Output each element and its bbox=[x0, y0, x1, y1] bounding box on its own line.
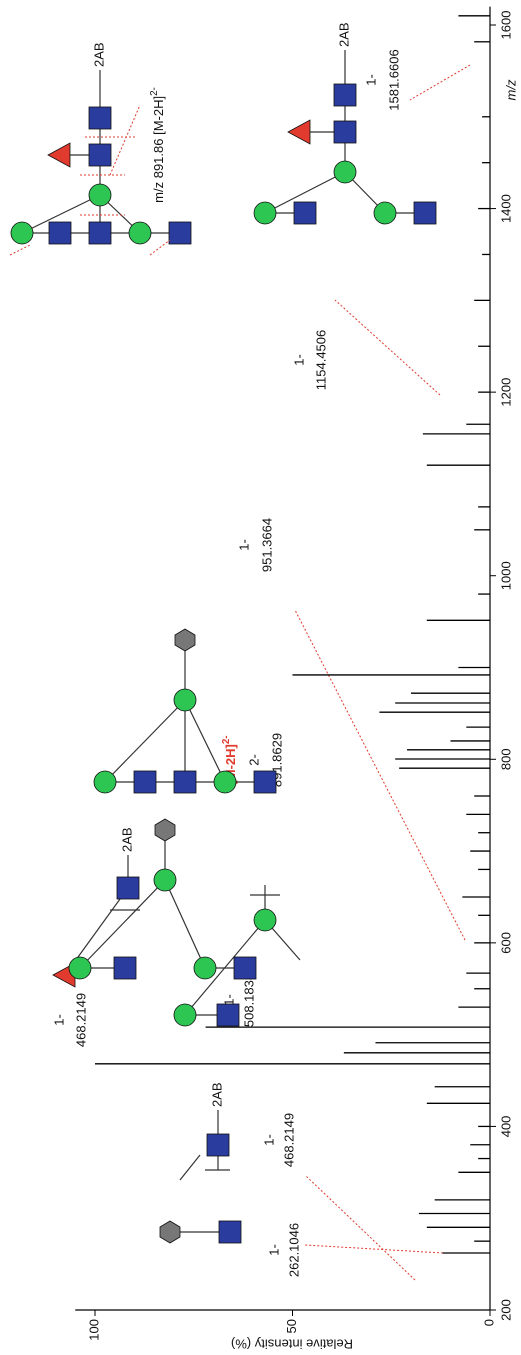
mannose bbox=[213, 770, 237, 794]
mannose bbox=[128, 221, 152, 245]
y-tick-label: 50 bbox=[284, 1319, 299, 1333]
mannose bbox=[88, 183, 112, 207]
precursor-note: m/z 891.86 [M-2H]2- bbox=[149, 87, 167, 203]
bond bbox=[104, 699, 186, 783]
x-tick-label: 1400 bbox=[498, 194, 513, 223]
peak-mz: 262.1046 bbox=[286, 1223, 301, 1277]
mannose bbox=[93, 770, 117, 794]
glcnac bbox=[206, 1133, 230, 1157]
fucose bbox=[47, 142, 71, 168]
mannose bbox=[253, 908, 277, 932]
leader-line bbox=[334, 299, 441, 396]
y-tick-label: 100 bbox=[86, 1319, 101, 1341]
bond bbox=[21, 194, 101, 234]
peak-charge: 1- bbox=[221, 994, 236, 1006]
mannose bbox=[173, 688, 197, 712]
peak-charge: 1- bbox=[236, 539, 251, 551]
reducing-end-label: 2AB bbox=[209, 1082, 224, 1107]
peak-charge: 1- bbox=[291, 354, 306, 366]
glcnac bbox=[253, 770, 277, 794]
glcnac bbox=[116, 876, 140, 900]
reducing-end-label: 2AB bbox=[119, 827, 134, 852]
peak-mz: 468.2149 bbox=[281, 1113, 296, 1167]
glcnac bbox=[333, 120, 357, 144]
leader-line bbox=[304, 1244, 444, 1254]
x-tick-label: 200 bbox=[498, 1299, 513, 1321]
x-tick-label: 600 bbox=[498, 932, 513, 954]
peak-charge: 1- bbox=[363, 74, 378, 86]
glcnac bbox=[133, 770, 157, 794]
glcnac bbox=[88, 143, 112, 167]
reducing-end bbox=[154, 818, 176, 842]
cleavage-mark bbox=[149, 239, 171, 256]
mannose bbox=[68, 956, 92, 980]
bond bbox=[264, 171, 346, 214]
leader-line bbox=[409, 64, 471, 101]
cleavage-mark bbox=[109, 104, 141, 176]
peak-mz: 468.2149 bbox=[73, 993, 88, 1047]
peak-mz: 1154.4506 bbox=[313, 330, 328, 391]
mannose bbox=[173, 1003, 197, 1027]
x-tick-label: 800 bbox=[498, 748, 513, 770]
precursor-note-sup: 2- bbox=[149, 87, 160, 96]
glcnac bbox=[218, 1220, 242, 1244]
cleavage-mark bbox=[9, 244, 31, 256]
leader-line bbox=[304, 1174, 416, 1281]
glcnac bbox=[168, 221, 192, 245]
reducing-end bbox=[174, 628, 196, 652]
peak-mz: 1581.6606 bbox=[386, 49, 401, 110]
glcnac bbox=[48, 221, 72, 245]
mannose bbox=[153, 868, 177, 892]
x-tick-label: 1200 bbox=[498, 378, 513, 407]
peak-mz: 951.3664 bbox=[259, 518, 274, 572]
mannose bbox=[373, 201, 397, 225]
glcnac bbox=[413, 201, 437, 225]
peak-mz: 508.1838 bbox=[241, 973, 256, 1027]
glcnac bbox=[173, 770, 197, 794]
glcnac bbox=[216, 1003, 240, 1027]
glcnac bbox=[88, 221, 112, 245]
x-axis-title: m/z bbox=[503, 79, 518, 100]
peak-charge: 1- bbox=[266, 1244, 281, 1256]
x-tick-label: 1600 bbox=[498, 11, 513, 40]
x-tick-label: 1000 bbox=[498, 561, 513, 590]
y-axis-title: Relative intensity (%) bbox=[231, 1337, 353, 1352]
glcnac bbox=[233, 956, 257, 980]
mannose bbox=[333, 160, 357, 184]
reducing-end-label: 2AB bbox=[336, 22, 351, 47]
peak-charge: 2- bbox=[246, 754, 261, 766]
bond bbox=[164, 879, 206, 969]
glcnac bbox=[333, 83, 357, 107]
mannose bbox=[10, 221, 34, 245]
x-tick-label: 400 bbox=[498, 1116, 513, 1138]
reducing-end-label: 2AB bbox=[91, 42, 106, 67]
glcnac bbox=[88, 106, 112, 130]
bond bbox=[179, 1154, 201, 1181]
leader-line bbox=[294, 609, 466, 941]
mannose bbox=[193, 956, 217, 980]
plot: 200 400 600 800 1000 1200 1400 1600 0 50 100 m/z Rel… bbox=[9, 6, 518, 1352]
peak-charge: 1- bbox=[261, 1134, 276, 1146]
bond bbox=[79, 879, 166, 969]
fucose bbox=[287, 119, 311, 145]
y-tick-label: 0 bbox=[481, 1319, 496, 1326]
precursor-label-sup: 2- bbox=[221, 735, 232, 744]
glcnac bbox=[293, 201, 317, 225]
bond bbox=[184, 699, 226, 783]
peak-charge: 1- bbox=[51, 1014, 66, 1026]
reducing-end bbox=[159, 1220, 181, 1244]
precursor-note-text: m/z 891.86 [M-2H] bbox=[151, 96, 166, 203]
mannose bbox=[253, 201, 277, 225]
glcnac bbox=[113, 956, 137, 980]
